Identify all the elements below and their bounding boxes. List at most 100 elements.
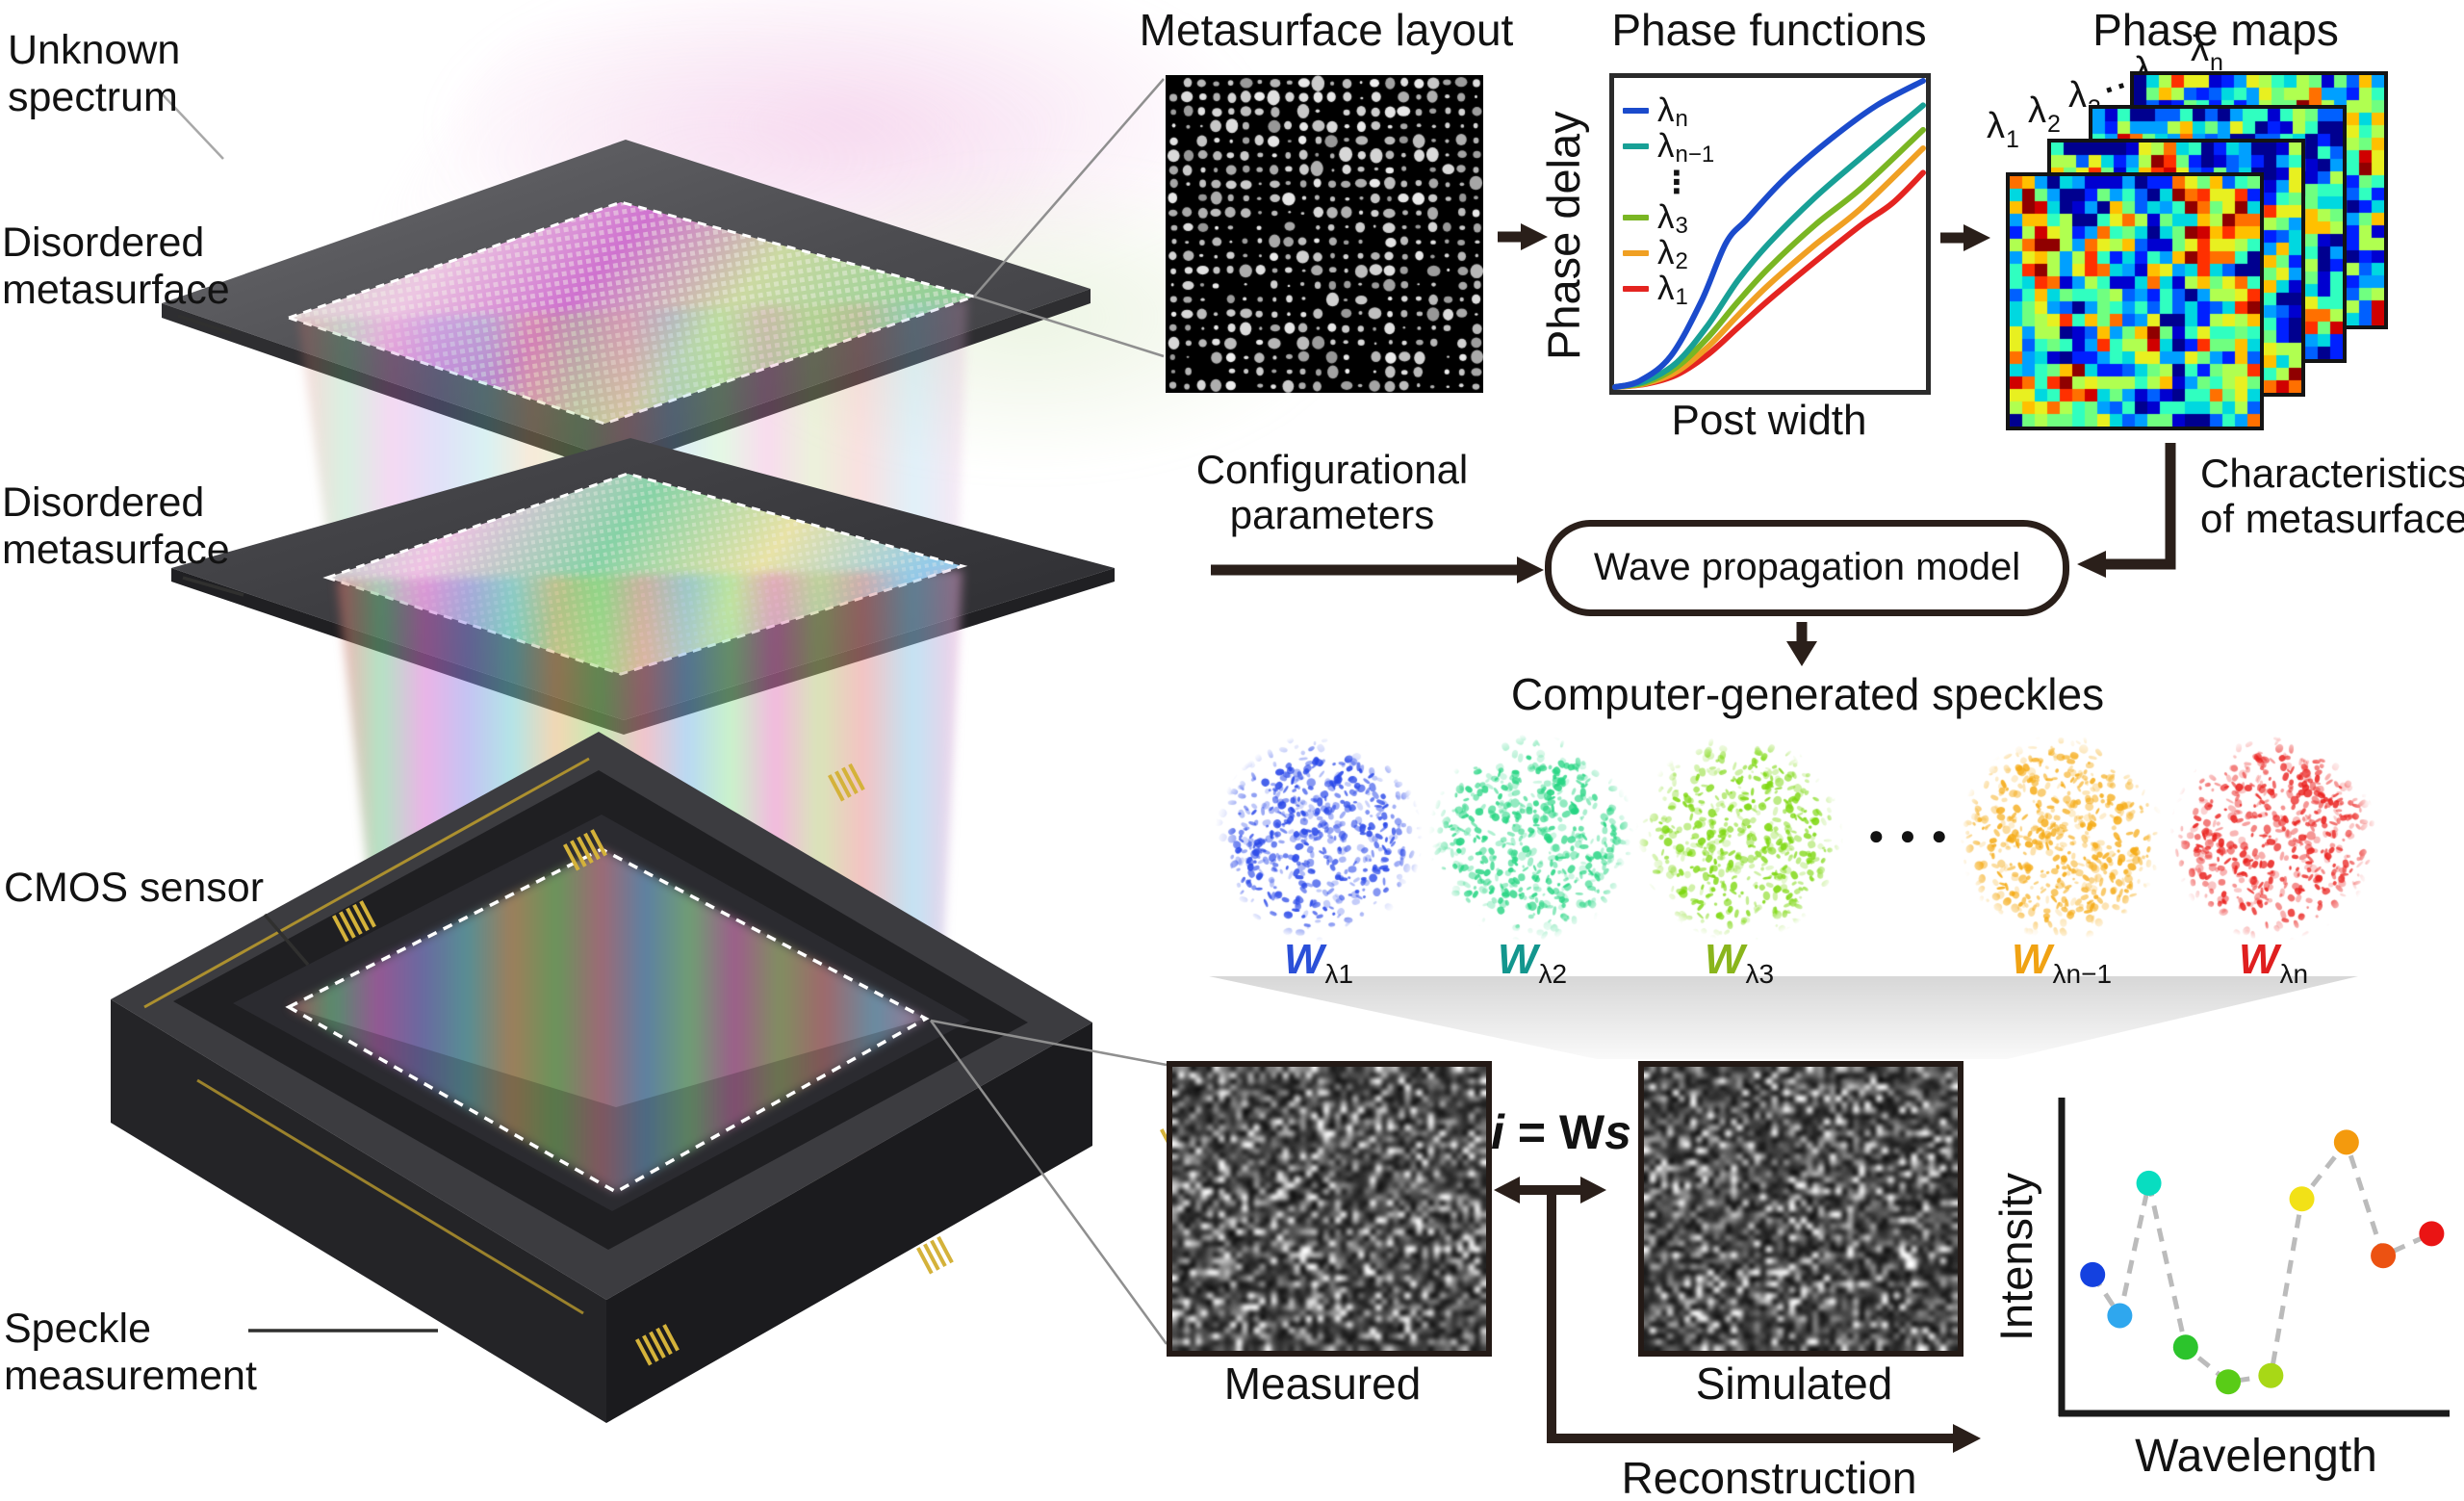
phase-delay-axis-label: Phase delay — [1538, 111, 1589, 361]
label-line: spectrum — [8, 73, 178, 120]
sensor-dashed-outline — [285, 847, 930, 1195]
phase-map-label: λ2 — [2028, 91, 2061, 138]
spectrum-point — [2107, 1303, 2133, 1329]
speckle-blob-λn — [2169, 734, 2377, 942]
callout-unknown-spectrum — [156, 88, 224, 160]
spectrum-point — [2258, 1362, 2284, 1388]
legend-swatch — [1623, 107, 1649, 114]
phase-curve-n — [1612, 78, 1926, 390]
phase-curve-n−1 — [1612, 102, 1926, 390]
speckle-projection-funnel — [1209, 976, 2358, 1059]
spectrum-point — [2136, 1170, 2162, 1196]
lambda-subscript: 3 — [1675, 212, 1688, 239]
speckle-blob-λ2 — [1428, 734, 1636, 942]
weight-W: W — [1497, 936, 1538, 983]
lambda-subscript: 1 — [2006, 126, 2019, 153]
label-line: Speckle — [4, 1306, 151, 1352]
speckle-ellipsis: ● ● ● — [1867, 820, 1952, 850]
reconstruction-label: Reconstruction — [1621, 1453, 1917, 1501]
speckle-blob-λ1 — [1215, 734, 1423, 942]
legend-swatch — [1623, 285, 1649, 292]
lambda-subscript: n — [2210, 49, 2223, 76]
configurational-parameters-label: Configurational parameters — [1196, 447, 1469, 538]
legend-swatch — [1623, 214, 1649, 220]
spectrum-point — [2333, 1129, 2359, 1155]
lambda-subscript: 2 — [1675, 247, 1688, 274]
metasurface-layout-image — [1166, 75, 1483, 393]
weight-W: W — [1283, 936, 1324, 983]
lambda-subscript: n−1 — [1675, 141, 1715, 168]
post-width-axis-label: Post width — [1671, 397, 1867, 444]
label-line: Disordered — [2, 220, 205, 266]
label-line: metasurface — [2, 526, 230, 573]
lambda-subscript: 2 — [2047, 111, 2061, 138]
legend-ellipsis: ⋮ — [1661, 164, 1692, 199]
callout-cmos-sensor — [263, 913, 310, 967]
spectrum-point — [2216, 1369, 2242, 1395]
speckle-blob-λn−1 — [1958, 734, 2166, 942]
lambda-glyph: λ — [1657, 91, 1675, 129]
label-line: Configurational — [1195, 447, 1469, 492]
label-line: metasurface — [2, 266, 230, 313]
lambda-glyph: λ — [1657, 126, 1675, 165]
legend-swatch — [1623, 249, 1649, 256]
lambda-glyph: λ — [1657, 233, 1675, 272]
label-disordered-metasurface-1: Disordered metasurface — [2, 220, 230, 313]
spectrum-point — [2172, 1334, 2198, 1360]
connector-reconstruction — [1547, 1194, 1954, 1443]
spectrum-point — [2289, 1186, 2315, 1212]
label-line: measurement — [4, 1352, 257, 1399]
label-cmos-sensor: CMOS sensor — [4, 865, 264, 912]
label-line: Characteristics — [2200, 451, 2464, 496]
equation-W: W — [1558, 1105, 1605, 1159]
callout-metasurface-1 — [177, 314, 232, 335]
label-speckle-measurement: Speckle measurement — [4, 1306, 257, 1399]
weight-subscript: λ3 — [1745, 959, 1775, 989]
spectrum-point — [2371, 1243, 2397, 1269]
flow-arrows — [1211, 223, 2176, 1453]
connector-characteristics-to-model — [2104, 443, 2176, 570]
speckle-weight-label: Wλ3 — [1704, 936, 1774, 989]
equation-equals: = — [1503, 1105, 1559, 1159]
spectrum-dashed-line — [2091, 1137, 2433, 1385]
lambda-glyph: λ — [2068, 75, 2087, 116]
spectrum-point — [2080, 1261, 2106, 1287]
lambda-glyph: λ — [1657, 197, 1675, 236]
weight-subscript: λ1 — [1324, 959, 1354, 989]
phase-map-label: λn — [2191, 29, 2223, 76]
equation-s: s — [1604, 1105, 1631, 1159]
speckle-weight-label: Wλn — [2239, 936, 2308, 989]
label-disordered-metasurface-2: Disordered metasurface — [2, 479, 230, 573]
phase-functions-chart — [1609, 73, 1931, 395]
wave-propagation-model-label: Wave propagation model — [1593, 546, 2021, 589]
metasurface-layout-title: Metasurface layout — [1139, 5, 1514, 55]
measured-label: Measured — [1223, 1359, 1422, 1409]
weight-W: W — [1704, 936, 1745, 983]
wave-propagation-model-box: Wave propagation model — [1545, 520, 2069, 616]
weight-W: W — [2011, 936, 2052, 983]
lambda-glyph: λ — [1987, 106, 2005, 146]
speckle-weight-label: Wλn−1 — [2011, 936, 2112, 989]
label-unknown-spectrum: Unknown spectrum — [8, 27, 180, 120]
weight-subscript: λ2 — [1538, 959, 1568, 989]
phase-functions-legend: λ n λ n−1 ⋮ λ 3 λ 2 λ 1 — [1623, 91, 1714, 310]
label-line: Unknown — [8, 27, 181, 73]
reconstructed-spectrum-chart — [2058, 1098, 2450, 1417]
characteristics-label: Characteristics of metasurface — [2200, 451, 2464, 542]
speckle-weight-label: Wλ1 — [1283, 936, 1353, 989]
phase-functions-title: Phase functions — [1611, 5, 1927, 55]
weight-subscript: λn−1 — [2052, 959, 2113, 989]
equation-i-equals-ws: i = Ws — [1491, 1105, 1631, 1160]
measured-speckle-image — [1167, 1061, 1492, 1357]
phase-map-1 — [2006, 172, 2264, 430]
legend-swatch — [1623, 142, 1649, 149]
label-line: Disordered — [2, 479, 205, 526]
legend-item: λ n−1 — [1623, 126, 1714, 168]
computer-generated-speckles-title: Computer-generated speckles — [1510, 669, 2105, 719]
lambda-subscript: n — [1675, 105, 1688, 132]
